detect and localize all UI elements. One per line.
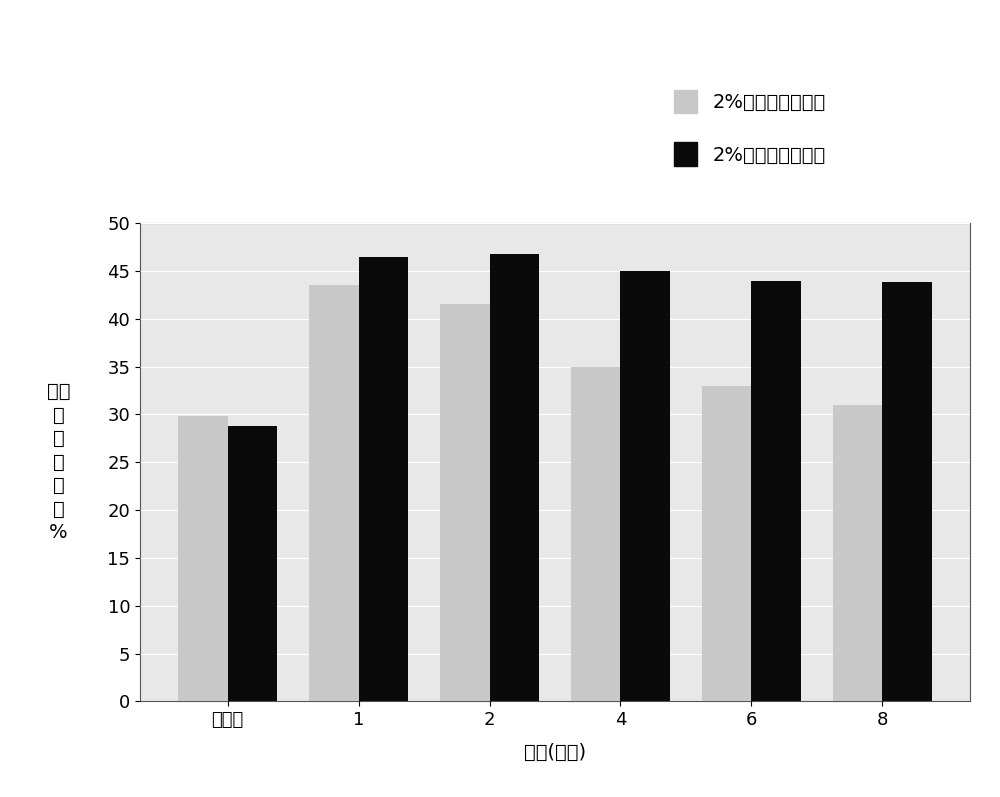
Bar [882,282,932,701]
Bar [228,426,277,701]
Bar [359,257,408,701]
Legend: 2%含水玻尿酸样品, 2%无水玻尿酸样品: 2%含水玻尿酸样品, 2%无水玻尿酸样品 [664,80,836,176]
Bar [309,285,359,701]
Bar [178,416,228,701]
Bar [751,281,801,701]
Bar [620,271,670,701]
Bar [440,304,490,701]
Bar [833,405,882,701]
Bar [702,386,751,701]
Bar [490,253,539,701]
X-axis label: 时间(小时): 时间(小时) [524,743,586,762]
Bar [571,367,620,701]
Y-axis label: 皮肤
含
水
量
读
値
%: 皮肤 含 水 量 读 値 % [47,383,70,542]
